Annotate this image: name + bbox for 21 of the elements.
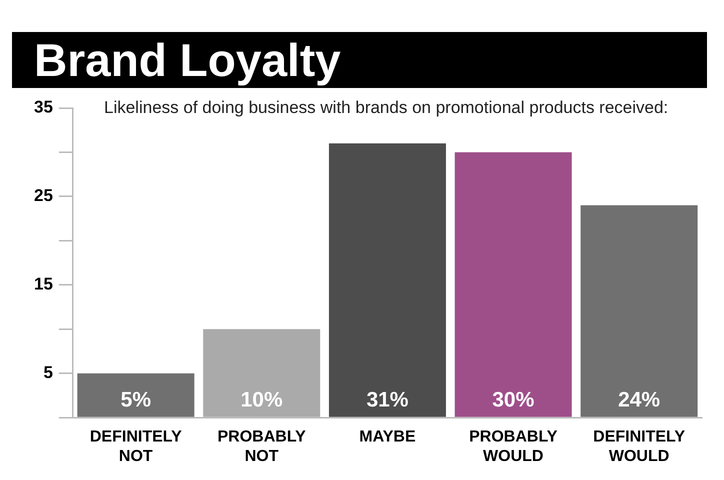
data-label: 30% [492,388,535,412]
chart-title: Brand Loyalty [12,32,707,88]
data-label: 10% [240,388,283,412]
bar [203,329,320,417]
y-tick-label: 15 [34,274,53,294]
bar [454,152,572,417]
data-label: 31% [366,388,409,412]
data-label: 24% [618,388,660,412]
data-label: 5% [120,388,152,412]
y-tick-label: 25 [34,186,53,206]
bar [328,143,446,417]
bar [580,205,698,417]
x-tick-label: DEFINITELY WOULD [593,428,686,465]
y-tick-label: 5 [43,363,53,382]
x-tick-label: PROBABLY WOULD [469,428,558,465]
x-tick-label: PROBABLY NOT [217,428,306,465]
x-tick-label: MAYBE [359,428,416,446]
x-tick-label: DEFINITELY NOT [90,428,182,465]
chart-subtitle: Likeliness of doing business with brands on promotional products received: [104,98,668,118]
y-tick-label: 35 [34,98,53,117]
bar [77,373,194,417]
